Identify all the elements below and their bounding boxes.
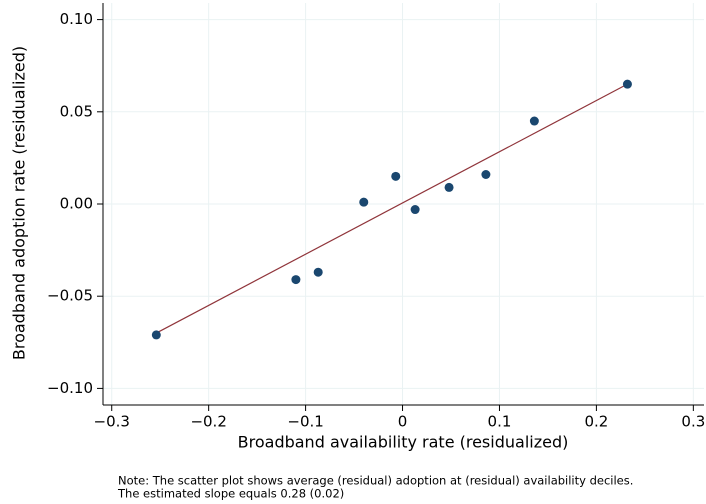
x-tick-label: −0.2 bbox=[190, 413, 226, 431]
point bbox=[622, 79, 632, 89]
x-tick-label: −0.1 bbox=[287, 413, 323, 431]
y-axis-label: Broadband adoption rate (residualized) bbox=[10, 46, 29, 360]
fit-line bbox=[156, 83, 628, 334]
x-tick-label: 0 bbox=[398, 413, 408, 431]
x-tick-label: 0.3 bbox=[681, 413, 705, 431]
point bbox=[313, 267, 323, 277]
point bbox=[151, 330, 161, 340]
y-tick-label: 0.10 bbox=[60, 10, 93, 28]
point bbox=[410, 205, 420, 215]
y-tick-label: −0.05 bbox=[47, 287, 93, 305]
note: The estimated slope equals 0.28 (0.02) bbox=[117, 487, 344, 501]
x-tick-label: 0.1 bbox=[488, 413, 512, 431]
y-tick-label: 0.00 bbox=[60, 195, 93, 213]
point bbox=[291, 275, 301, 285]
x-tick-label: −0.3 bbox=[94, 413, 130, 431]
y-tick-label: −0.10 bbox=[47, 379, 93, 397]
y-tick-label: 0.05 bbox=[60, 102, 93, 120]
point bbox=[391, 171, 401, 181]
point bbox=[359, 197, 369, 207]
x-axis-label: Broadband availability rate (residualize… bbox=[238, 433, 569, 452]
point bbox=[481, 169, 491, 179]
point bbox=[529, 116, 539, 126]
point bbox=[444, 182, 454, 192]
note: Note: The scatter plot shows average (re… bbox=[118, 474, 633, 488]
x-tick-label: 0.2 bbox=[584, 413, 608, 431]
